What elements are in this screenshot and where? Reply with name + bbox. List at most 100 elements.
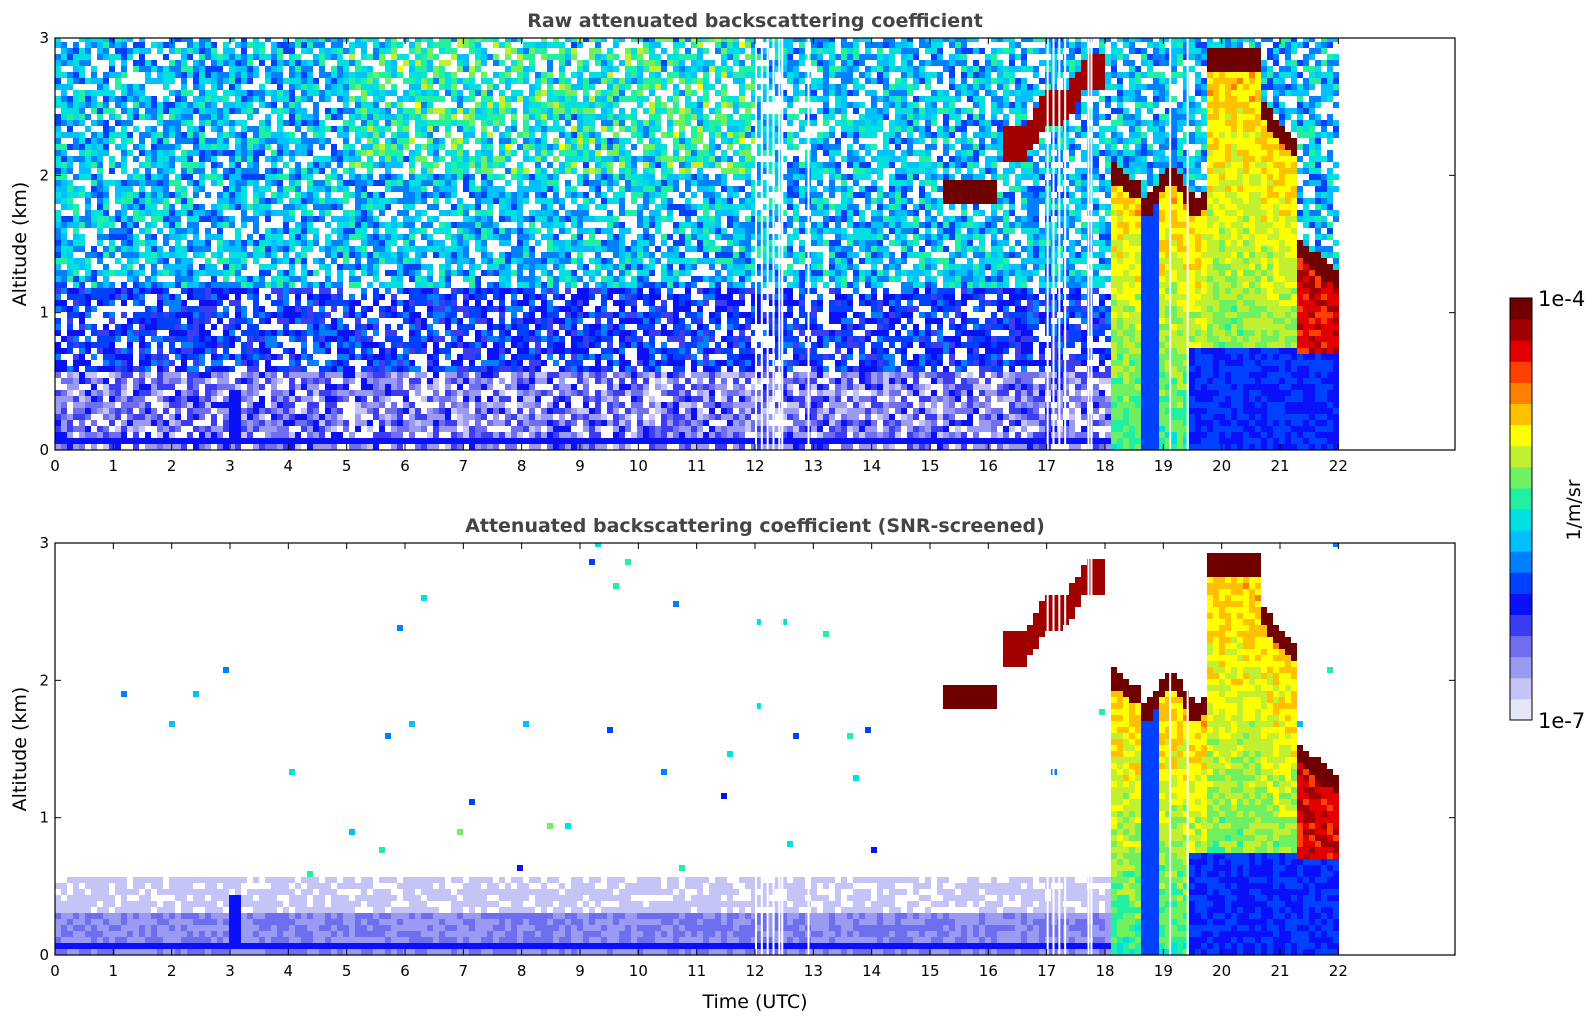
x-tick-label: 17 [1037, 457, 1056, 475]
x-tick-label: 3 [225, 962, 235, 980]
x-tick-label: 5 [342, 962, 352, 980]
x-tick-label: 13 [804, 457, 823, 475]
panel-screened: Attenuated backscattering coefficient (S… [9, 515, 1456, 1013]
x-tick-label: 6 [400, 457, 410, 475]
colorbar-step [1510, 424, 1532, 447]
data-gap-line [1087, 38, 1090, 450]
x-tick-label: 14 [862, 962, 881, 980]
y-tick-label: 2 [39, 671, 49, 689]
x-tick-label: 5 [342, 457, 352, 475]
data-gap-line [1052, 543, 1055, 955]
colorbar-step [1510, 466, 1532, 489]
colorbar-step [1510, 403, 1532, 426]
data-gap-line [766, 38, 769, 450]
colorbar-unit-label: 1/m/sr [1563, 479, 1585, 540]
data-gap-line [772, 543, 775, 955]
x-tick-label: 7 [459, 457, 469, 475]
x-tick-label: 6 [400, 962, 410, 980]
panel-raw: Raw attenuated backscattering coefficien… [9, 10, 1456, 475]
colorbar-step [1510, 340, 1532, 362]
data-gap-line [1046, 38, 1049, 450]
ylabel-raw: Altitude (km) [9, 182, 31, 307]
colorbar-step [1510, 382, 1532, 404]
x-tick-label: 0 [50, 457, 60, 475]
colorbar-step [1510, 530, 1532, 552]
data-gap-line [778, 38, 781, 450]
x-tick-label: 12 [745, 962, 764, 980]
colorbar-step [1510, 614, 1532, 637]
data-gap-line [1169, 543, 1172, 955]
x-tick-label: 9 [575, 962, 585, 980]
colorbar-scale [1510, 298, 1532, 721]
data-gap-line [1090, 38, 1093, 450]
colorbar: 1e-4 1e-7 1/m/sr [1509, 287, 1585, 733]
x-tick-label: 19 [1154, 457, 1173, 475]
x-tick-label: 18 [1095, 962, 1114, 980]
y-tick-label: 1 [39, 809, 49, 827]
data-gap-line [766, 543, 769, 955]
colorbar-step [1510, 635, 1532, 658]
x-tick-label: 15 [920, 457, 939, 475]
x-tick-label: 7 [459, 962, 469, 980]
data-gap-line [778, 543, 781, 955]
colorbar-step [1510, 445, 1532, 468]
colorbar-step [1510, 361, 1532, 383]
x-tick-label: 10 [629, 457, 648, 475]
x-tick-label: 13 [804, 962, 823, 980]
colorbar-step [1510, 509, 1532, 531]
x-tick-label: 2 [167, 962, 177, 980]
data-gap-line [1064, 543, 1067, 955]
y-tick-label: 3 [39, 534, 49, 552]
data-gap-line [1186, 543, 1189, 955]
x-tick-label: 19 [1154, 962, 1173, 980]
data-gap-line [1169, 38, 1172, 450]
x-tick-label: 8 [517, 457, 527, 475]
data-gap-line [760, 38, 763, 450]
x-tick-label: 21 [1270, 962, 1289, 980]
data-gap-line [1058, 38, 1061, 450]
data-gap-line [781, 38, 784, 450]
colorbar-step [1510, 572, 1532, 594]
x-tick-label: 17 [1037, 962, 1056, 980]
data-gap-line [1064, 38, 1067, 450]
colorbar-step [1510, 698, 1532, 721]
data-gap-line [1087, 543, 1090, 955]
x-tick-label: 11 [687, 457, 706, 475]
y-tick-label: 1 [39, 304, 49, 322]
data-gap-line [772, 38, 775, 450]
y-tick-label: 0 [39, 946, 49, 964]
x-tick-label: 8 [517, 962, 527, 980]
y-tick-label: 0 [39, 441, 49, 459]
y-tick-label: 2 [39, 166, 49, 184]
data-gap-line [760, 543, 763, 955]
x-tick-label: 1 [109, 962, 119, 980]
y-tick-label: 3 [39, 29, 49, 47]
x-tick-label: 0 [50, 962, 60, 980]
x-tick-label: 22 [1329, 962, 1348, 980]
heatmap-raw [55, 38, 1339, 450]
data-gap-line [781, 543, 784, 955]
data-gap-line [755, 543, 757, 955]
xlabel-time: Time (UTC) [701, 991, 807, 1013]
x-tick-label: 18 [1095, 457, 1114, 475]
colorbar-step [1510, 593, 1532, 615]
colorbar-step [1510, 487, 1532, 510]
chart-title-raw: Raw attenuated backscattering coefficien… [527, 10, 983, 32]
x-tick-label: 20 [1212, 457, 1231, 475]
x-tick-label: 3 [225, 457, 235, 475]
x-tick-label: 11 [687, 962, 706, 980]
x-tick-label: 14 [862, 457, 881, 475]
x-tick-label: 9 [575, 457, 585, 475]
colorbar-min-label: 1e-7 [1538, 709, 1585, 733]
x-tick-label: 16 [979, 962, 998, 980]
colorbar-step [1510, 319, 1532, 341]
colorbar-step [1510, 551, 1532, 573]
data-gap-line [807, 543, 810, 955]
x-tick-label: 1 [109, 457, 119, 475]
data-gap-line [1090, 543, 1093, 955]
x-tick-label: 2 [167, 457, 177, 475]
data-gap-line [1046, 543, 1049, 955]
x-tick-label: 12 [745, 457, 764, 475]
